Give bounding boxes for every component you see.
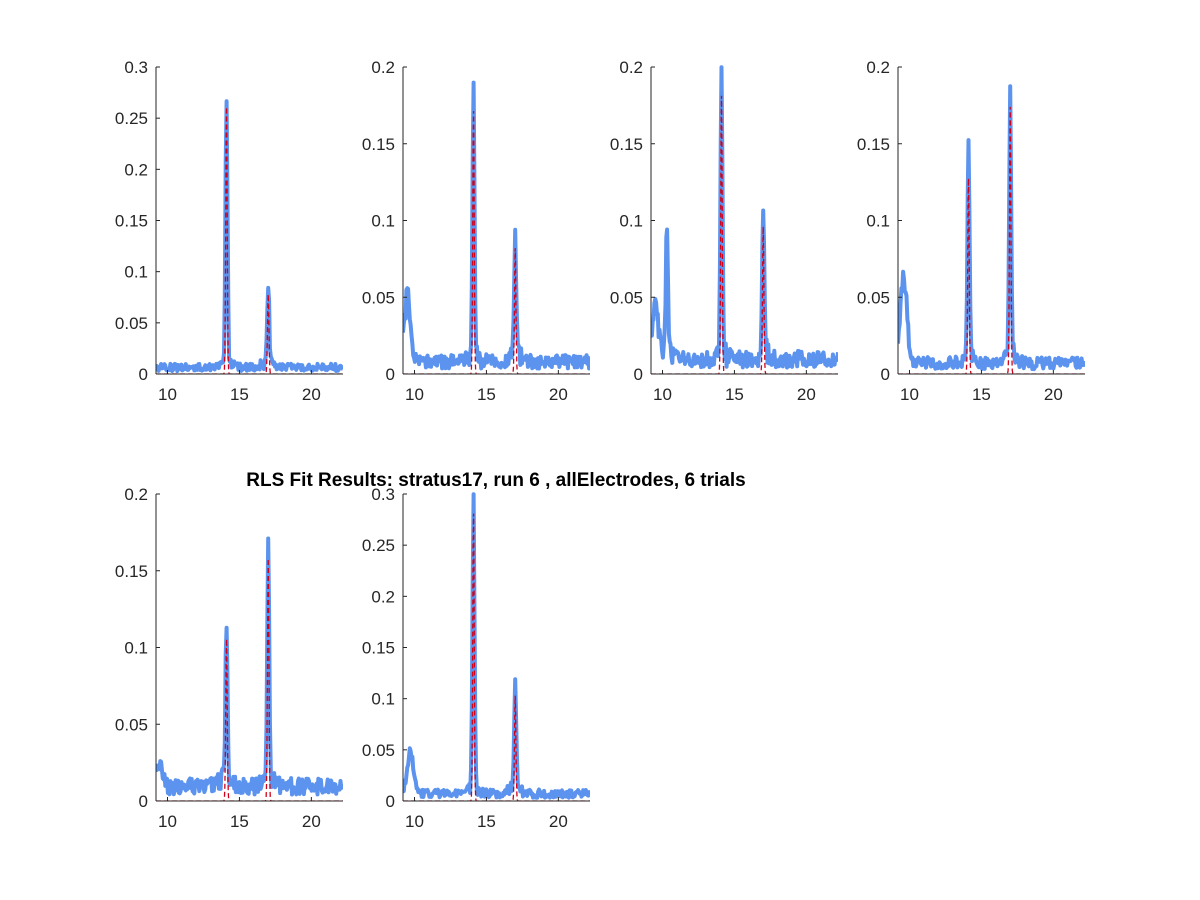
subplots-layer: 0 0.05 0.1 0.15 0.2 0.25 0.3 10 15 20 0 0.05 0.1 0.15… — [115, 58, 1085, 831]
y-tick-label: 0.1 — [371, 212, 395, 231]
y-tick-label: 0.15 — [115, 212, 148, 231]
y-tick-label: 0.05 — [115, 314, 148, 333]
y-tick-label: 0.1 — [124, 639, 148, 658]
y-tick-label: 0 — [881, 365, 890, 384]
measured-spectrum-line — [156, 536, 343, 797]
x-tick-label: 20 — [302, 812, 321, 831]
x-tick-label: 15 — [972, 385, 991, 404]
y-tick-label: 0.1 — [371, 690, 395, 709]
y-tick-label: 0.05 — [610, 288, 643, 307]
y-tick-label: 0.05 — [857, 288, 890, 307]
x-tick-label: 20 — [1044, 385, 1063, 404]
x-tick-label: 15 — [230, 385, 249, 404]
fit-curve-line — [898, 106, 1085, 374]
y-tick-label: 0.3 — [124, 58, 148, 77]
x-tick-label: 15 — [477, 385, 496, 404]
y-tick-label: 0.2 — [619, 58, 643, 77]
y-tick-label: 0 — [386, 365, 395, 384]
x-tick-label: 10 — [158, 385, 177, 404]
measured-spectrum-line — [156, 99, 343, 374]
y-tick-label: 0.15 — [610, 135, 643, 154]
y-tick-label: 0 — [139, 792, 148, 811]
y-tick-label: 0 — [386, 792, 395, 811]
y-tick-label: 0.2 — [371, 58, 395, 77]
y-tick-label: 0.3 — [371, 485, 395, 504]
measured-spectrum-line — [403, 492, 590, 800]
y-tick-label: 0.1 — [619, 212, 643, 231]
y-tick-label: 0 — [139, 365, 148, 384]
y-tick-label: 0.2 — [124, 485, 148, 504]
x-tick-label: 20 — [302, 385, 321, 404]
x-tick-label: 20 — [549, 812, 568, 831]
y-tick-label: 0.05 — [362, 741, 395, 760]
fit-curve-line — [156, 558, 343, 801]
x-tick-label: 20 — [797, 385, 816, 404]
y-tick-label: 0.25 — [115, 109, 148, 128]
y-tick-label: 0.25 — [362, 536, 395, 555]
x-tick-label: 20 — [549, 385, 568, 404]
x-tick-label: 15 — [477, 812, 496, 831]
subplot-4: 0 0.05 0.1 0.15 0.2 10 15 20 — [857, 58, 1085, 404]
measured-spectrum-line — [651, 65, 838, 370]
y-tick-label: 0.15 — [857, 135, 890, 154]
y-tick-label: 0 — [634, 365, 643, 384]
x-tick-label: 10 — [900, 385, 919, 404]
fit-curve-line — [403, 111, 590, 374]
x-tick-label: 15 — [230, 812, 249, 831]
y-tick-label: 0.15 — [362, 135, 395, 154]
x-tick-label: 10 — [405, 385, 424, 404]
y-tick-label: 0.1 — [124, 263, 148, 282]
fit-curve-line — [403, 513, 590, 801]
y-tick-label: 0.2 — [371, 587, 395, 606]
subplot-3: 0 0.05 0.1 0.15 0.2 10 15 20 — [610, 58, 838, 404]
subplot-5: 0 0.05 0.1 0.15 0.2 10 15 20 — [115, 485, 343, 831]
y-tick-label: 0.15 — [115, 562, 148, 581]
x-tick-label: 15 — [725, 385, 744, 404]
y-tick-label: 0.15 — [362, 639, 395, 658]
x-tick-label: 10 — [405, 812, 424, 831]
y-tick-label: 0.1 — [866, 212, 890, 231]
fit-curve-line — [651, 95, 838, 374]
measured-spectrum-line — [403, 80, 590, 371]
x-tick-label: 10 — [158, 812, 177, 831]
figure-title: RLS Fit Results: stratus17, run 6 , allE… — [246, 470, 745, 491]
measured-spectrum-line — [898, 84, 1085, 372]
subplot-1: 0 0.05 0.1 0.15 0.2 0.25 0.3 10 15 20 — [115, 58, 343, 404]
y-tick-label: 0.05 — [115, 715, 148, 734]
subplot-6: 0 0.05 0.1 0.15 0.2 0.25 0.3 10 15 20 — [362, 485, 590, 831]
subplot-2: 0 0.05 0.1 0.15 0.2 10 15 20 — [362, 58, 590, 404]
y-tick-label: 0.05 — [362, 288, 395, 307]
x-tick-label: 10 — [653, 385, 672, 404]
fit-curve-line — [156, 106, 343, 374]
y-tick-label: 0.2 — [124, 160, 148, 179]
y-tick-label: 0.2 — [866, 58, 890, 77]
